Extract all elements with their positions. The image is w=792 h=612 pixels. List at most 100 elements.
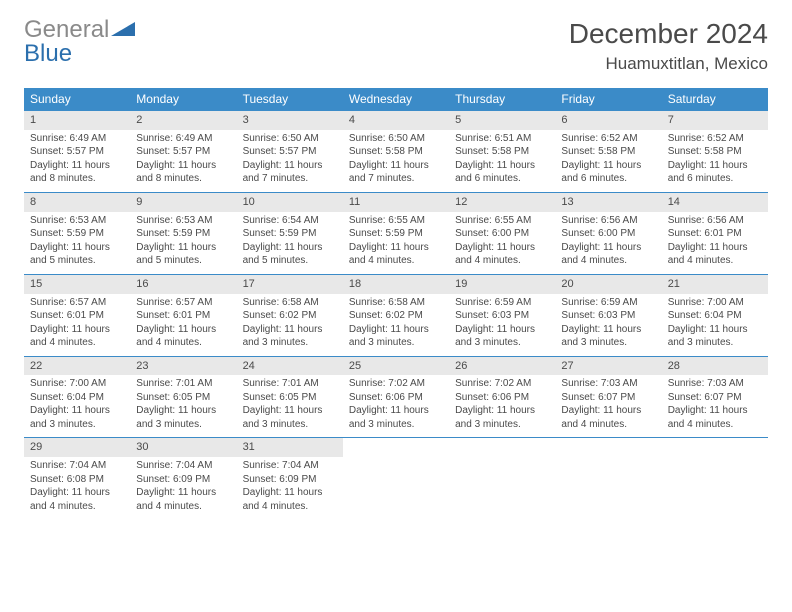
calendar-week-row: 15Sunrise: 6:57 AMSunset: 6:01 PMDayligh… <box>24 274 768 356</box>
cell-body: Sunrise: 6:52 AMSunset: 5:58 PMDaylight:… <box>662 130 768 192</box>
sunset-text: Sunset: 5:57 PM <box>136 145 230 159</box>
day-number: 31 <box>237 438 343 457</box>
daylight-text: Daylight: 11 hours and 4 minutes. <box>30 323 124 350</box>
day-number: 4 <box>343 111 449 130</box>
calendar-cell: 28Sunrise: 7:03 AMSunset: 6:07 PMDayligh… <box>662 356 768 438</box>
sunrise-text: Sunrise: 6:56 AM <box>668 214 762 228</box>
sunset-text: Sunset: 6:04 PM <box>668 309 762 323</box>
day-number: 30 <box>130 438 236 457</box>
daylight-text: Daylight: 11 hours and 4 minutes. <box>561 241 655 268</box>
day-number: 29 <box>24 438 130 457</box>
sunset-text: Sunset: 6:03 PM <box>561 309 655 323</box>
logo-triangle-icon <box>111 20 137 43</box>
sunrise-text: Sunrise: 6:56 AM <box>561 214 655 228</box>
sunset-text: Sunset: 5:59 PM <box>243 227 337 241</box>
daylight-text: Daylight: 11 hours and 8 minutes. <box>30 159 124 186</box>
calendar-cell <box>343 438 449 519</box>
sunset-text: Sunset: 6:06 PM <box>455 391 549 405</box>
daylight-text: Daylight: 11 hours and 4 minutes. <box>668 241 762 268</box>
cell-body: Sunrise: 6:51 AMSunset: 5:58 PMDaylight:… <box>449 130 555 192</box>
calendar-cell: 2Sunrise: 6:49 AMSunset: 5:57 PMDaylight… <box>130 111 236 193</box>
sunset-text: Sunset: 5:59 PM <box>30 227 124 241</box>
weekday-header: Wednesday <box>343 88 449 111</box>
daylight-text: Daylight: 11 hours and 5 minutes. <box>30 241 124 268</box>
daylight-text: Daylight: 11 hours and 4 minutes. <box>30 486 124 513</box>
daylight-text: Daylight: 11 hours and 3 minutes. <box>30 404 124 431</box>
calendar-cell: 17Sunrise: 6:58 AMSunset: 6:02 PMDayligh… <box>237 274 343 356</box>
sunset-text: Sunset: 6:07 PM <box>668 391 762 405</box>
logo: General Blue <box>24 18 137 66</box>
daylight-text: Daylight: 11 hours and 3 minutes. <box>455 323 549 350</box>
sunrise-text: Sunrise: 6:55 AM <box>455 214 549 228</box>
month-title: December 2024 <box>569 18 768 50</box>
sunset-text: Sunset: 6:00 PM <box>561 227 655 241</box>
day-number: 26 <box>449 357 555 376</box>
calendar-cell: 3Sunrise: 6:50 AMSunset: 5:57 PMDaylight… <box>237 111 343 193</box>
cell-body: Sunrise: 7:00 AMSunset: 6:04 PMDaylight:… <box>24 375 130 437</box>
daylight-text: Daylight: 11 hours and 6 minutes. <box>668 159 762 186</box>
title-block: December 2024 Huamuxtitlan, Mexico <box>569 18 768 74</box>
day-number: 22 <box>24 357 130 376</box>
sunrise-text: Sunrise: 7:00 AM <box>668 296 762 310</box>
calendar-body: 1Sunrise: 6:49 AMSunset: 5:57 PMDaylight… <box>24 111 768 520</box>
calendar-cell: 1Sunrise: 6:49 AMSunset: 5:57 PMDaylight… <box>24 111 130 193</box>
calendar-week-row: 29Sunrise: 7:04 AMSunset: 6:08 PMDayligh… <box>24 438 768 519</box>
daylight-text: Daylight: 11 hours and 6 minutes. <box>455 159 549 186</box>
day-number: 14 <box>662 193 768 212</box>
calendar-cell: 29Sunrise: 7:04 AMSunset: 6:08 PMDayligh… <box>24 438 130 519</box>
calendar-cell: 20Sunrise: 6:59 AMSunset: 6:03 PMDayligh… <box>555 274 661 356</box>
sunset-text: Sunset: 6:09 PM <box>136 473 230 487</box>
cell-body: Sunrise: 6:53 AMSunset: 5:59 PMDaylight:… <box>130 212 236 274</box>
calendar-cell: 8Sunrise: 6:53 AMSunset: 5:59 PMDaylight… <box>24 192 130 274</box>
cell-body: Sunrise: 6:55 AMSunset: 5:59 PMDaylight:… <box>343 212 449 274</box>
sunset-text: Sunset: 5:57 PM <box>243 145 337 159</box>
sunrise-text: Sunrise: 6:53 AM <box>136 214 230 228</box>
cell-body: Sunrise: 6:52 AMSunset: 5:58 PMDaylight:… <box>555 130 661 192</box>
day-number: 11 <box>343 193 449 212</box>
sunrise-text: Sunrise: 6:58 AM <box>349 296 443 310</box>
calendar-cell <box>449 438 555 519</box>
calendar-cell: 24Sunrise: 7:01 AMSunset: 6:05 PMDayligh… <box>237 356 343 438</box>
sunset-text: Sunset: 5:59 PM <box>349 227 443 241</box>
logo-text: General Blue <box>24 18 109 66</box>
daylight-text: Daylight: 11 hours and 3 minutes. <box>668 323 762 350</box>
sunset-text: Sunset: 5:58 PM <box>668 145 762 159</box>
weekday-header-row: Sunday Monday Tuesday Wednesday Thursday… <box>24 88 768 111</box>
sunset-text: Sunset: 6:04 PM <box>30 391 124 405</box>
day-number: 17 <box>237 275 343 294</box>
cell-body: Sunrise: 6:49 AMSunset: 5:57 PMDaylight:… <box>24 130 130 192</box>
calendar-cell: 18Sunrise: 6:58 AMSunset: 6:02 PMDayligh… <box>343 274 449 356</box>
cell-body: Sunrise: 7:02 AMSunset: 6:06 PMDaylight:… <box>343 375 449 437</box>
day-number: 8 <box>24 193 130 212</box>
calendar-cell: 4Sunrise: 6:50 AMSunset: 5:58 PMDaylight… <box>343 111 449 193</box>
cell-body: Sunrise: 7:00 AMSunset: 6:04 PMDaylight:… <box>662 294 768 356</box>
sunrise-text: Sunrise: 7:03 AM <box>668 377 762 391</box>
sunrise-text: Sunrise: 6:59 AM <box>455 296 549 310</box>
cell-body: Sunrise: 6:55 AMSunset: 6:00 PMDaylight:… <box>449 212 555 274</box>
sunset-text: Sunset: 6:07 PM <box>561 391 655 405</box>
sunrise-text: Sunrise: 6:58 AM <box>243 296 337 310</box>
day-number: 5 <box>449 111 555 130</box>
sunrise-text: Sunrise: 7:01 AM <box>243 377 337 391</box>
calendar-cell: 13Sunrise: 6:56 AMSunset: 6:00 PMDayligh… <box>555 192 661 274</box>
cell-body: Sunrise: 6:53 AMSunset: 5:59 PMDaylight:… <box>24 212 130 274</box>
day-number: 3 <box>237 111 343 130</box>
sunrise-text: Sunrise: 6:57 AM <box>136 296 230 310</box>
sunrise-text: Sunrise: 7:00 AM <box>30 377 124 391</box>
day-number: 23 <box>130 357 236 376</box>
calendar-cell: 31Sunrise: 7:04 AMSunset: 6:09 PMDayligh… <box>237 438 343 519</box>
location-label: Huamuxtitlan, Mexico <box>569 54 768 74</box>
cell-body: Sunrise: 6:54 AMSunset: 5:59 PMDaylight:… <box>237 212 343 274</box>
weekday-header: Monday <box>130 88 236 111</box>
cell-body: Sunrise: 6:49 AMSunset: 5:57 PMDaylight:… <box>130 130 236 192</box>
sunrise-text: Sunrise: 6:53 AM <box>30 214 124 228</box>
calendar-cell: 21Sunrise: 7:00 AMSunset: 6:04 PMDayligh… <box>662 274 768 356</box>
day-number: 1 <box>24 111 130 130</box>
cell-body: Sunrise: 6:50 AMSunset: 5:58 PMDaylight:… <box>343 130 449 192</box>
daylight-text: Daylight: 11 hours and 6 minutes. <box>561 159 655 186</box>
cell-body: Sunrise: 7:04 AMSunset: 6:09 PMDaylight:… <box>237 457 343 519</box>
sunrise-text: Sunrise: 6:57 AM <box>30 296 124 310</box>
sunset-text: Sunset: 6:02 PM <box>243 309 337 323</box>
day-number: 16 <box>130 275 236 294</box>
calendar-cell: 25Sunrise: 7:02 AMSunset: 6:06 PMDayligh… <box>343 356 449 438</box>
